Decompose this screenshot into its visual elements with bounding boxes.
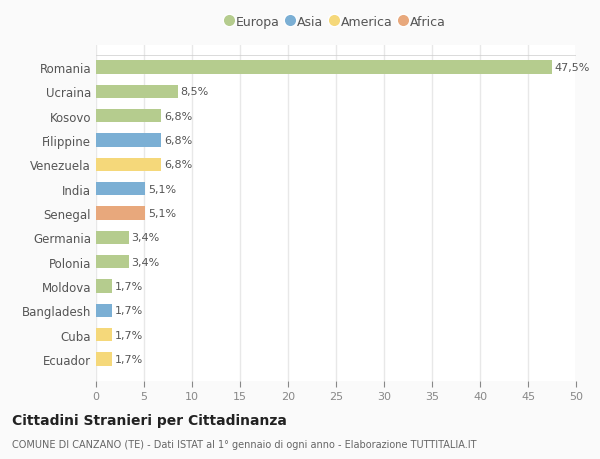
- Bar: [96, 304, 112, 317]
- Bar: [96, 328, 112, 341]
- Bar: [96, 280, 112, 293]
- Text: 6,8%: 6,8%: [164, 135, 193, 146]
- Bar: [96, 110, 161, 123]
- Bar: [96, 85, 178, 99]
- Legend: Europa, Asia, America, Africa: Europa, Asia, America, Africa: [222, 12, 450, 33]
- Text: 3,4%: 3,4%: [131, 257, 160, 267]
- Bar: [96, 353, 112, 366]
- Text: 5,1%: 5,1%: [148, 184, 176, 194]
- Text: 47,5%: 47,5%: [555, 63, 590, 73]
- Text: 1,7%: 1,7%: [115, 330, 143, 340]
- Bar: [96, 255, 128, 269]
- Bar: [96, 231, 128, 244]
- Text: 3,4%: 3,4%: [131, 233, 160, 243]
- Text: 8,5%: 8,5%: [181, 87, 209, 97]
- Bar: [96, 183, 145, 196]
- Bar: [96, 134, 161, 147]
- Text: 1,7%: 1,7%: [115, 306, 143, 315]
- Bar: [96, 207, 145, 220]
- Text: 6,8%: 6,8%: [164, 160, 193, 170]
- Bar: [96, 158, 161, 172]
- Text: 5,1%: 5,1%: [148, 208, 176, 218]
- Text: COMUNE DI CANZANO (TE) - Dati ISTAT al 1° gennaio di ogni anno - Elaborazione TU: COMUNE DI CANZANO (TE) - Dati ISTAT al 1…: [12, 440, 476, 449]
- Text: 6,8%: 6,8%: [164, 112, 193, 121]
- Text: 1,7%: 1,7%: [115, 354, 143, 364]
- Text: Cittadini Stranieri per Cittadinanza: Cittadini Stranieri per Cittadinanza: [12, 414, 287, 428]
- Text: 1,7%: 1,7%: [115, 281, 143, 291]
- Bar: [96, 61, 552, 74]
